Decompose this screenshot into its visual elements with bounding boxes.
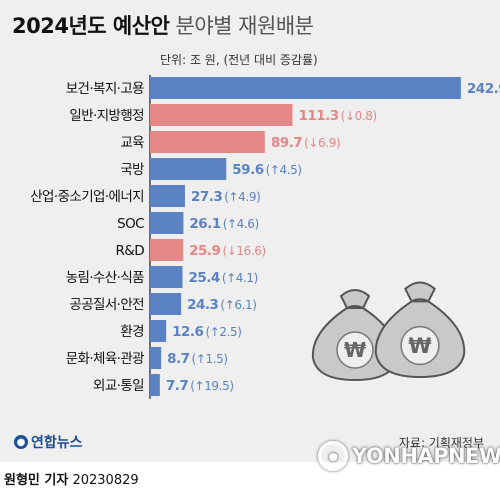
change-label: (↑4.1) <box>222 271 258 285</box>
watermark-text: YONHAPNEWS <box>352 444 500 468</box>
change-label: (↑6.1) <box>220 298 256 312</box>
chart-title: 2024년도 예산안 분야별 재원배분 <box>12 10 314 40</box>
bar <box>150 266 183 288</box>
bar <box>150 293 182 315</box>
unit-note: 단위: 조 원, (전년 대비 증감률) <box>160 53 318 67</box>
value-label: 26.1 <box>189 216 220 232</box>
category-label: 환경 <box>120 324 144 340</box>
money-bag-icon: ₩ <box>311 289 399 382</box>
category-label: R&D <box>115 243 144 259</box>
byline-name: 원형민 기자 <box>4 473 69 488</box>
value-label: 8.7 <box>167 351 190 367</box>
byline: 원형민 기자 20230829 <box>4 469 139 488</box>
watermark: ● YONHAPNEWS <box>318 441 500 471</box>
category-label: 외교·통일 <box>93 378 144 394</box>
value-label: 111.3 <box>298 108 338 124</box>
bar <box>150 347 162 369</box>
bar <box>150 374 160 396</box>
logo-text: 연합뉴스 <box>31 435 83 451</box>
change-label: (↑4.6) <box>223 217 259 231</box>
category-label: 문화·체육·관광 <box>66 351 144 367</box>
svg-text:₩: ₩ <box>344 338 366 362</box>
value-label: 7.7 <box>166 378 189 394</box>
change-label: (↓6.9) <box>304 136 340 150</box>
change-label: (↓0.8) <box>341 109 377 123</box>
bar <box>150 320 167 342</box>
value-label: 12.6 <box>172 324 203 340</box>
value-label: 242.9 <box>467 81 500 97</box>
title-light: 분야별 재원배분 <box>175 14 314 38</box>
value-label: 25.9 <box>189 243 220 259</box>
value-label: 24.3 <box>187 297 218 313</box>
change-label: (↑1.5) <box>192 352 228 366</box>
bar <box>150 239 184 261</box>
value-label: 25.4 <box>189 270 220 286</box>
change-label: (↑19.5) <box>190 379 233 393</box>
category-label: SOC <box>117 216 144 232</box>
category-label: 일반·지방행정 <box>69 108 144 124</box>
logo-mark-icon: ● <box>14 435 28 449</box>
category-label: 보건·복지·고용 <box>66 81 144 97</box>
yonhap-logo: ● 연합뉴스 <box>14 432 83 452</box>
change-label: (↑4.9) <box>224 190 260 204</box>
bar <box>150 212 184 234</box>
byline-date: 20230829 <box>72 473 139 488</box>
bar-chart: ₩₩ 보건·복지·고용242.9(↑7.5%)일반·지방행정111.3(↓0.8… <box>30 75 500 399</box>
value-label: 59.6 <box>232 162 263 178</box>
title-bold: 2024년도 예산안 <box>12 14 170 38</box>
category-label: 교육 <box>120 135 144 151</box>
category-label: 농림·수산·식품 <box>66 270 144 286</box>
bar <box>150 131 265 153</box>
watermark-circle-icon: ● <box>318 441 348 471</box>
value-label: 89.7 <box>271 135 302 151</box>
category-label: 국방 <box>120 162 144 178</box>
category-label: 산업·중소기업·에너지 <box>30 189 144 205</box>
svg-text:₩: ₩ <box>408 334 431 358</box>
bar <box>150 158 227 180</box>
bar <box>150 185 185 207</box>
change-label: (↑4.5) <box>266 163 302 177</box>
value-label: 27.3 <box>191 189 222 205</box>
money-bag-icon: ₩ <box>374 281 466 379</box>
change-label: (↑2.5) <box>205 325 241 339</box>
money-bag-icon: ₩ ₩ <box>311 281 466 382</box>
category-label: 공공질서·안전 <box>69 297 144 313</box>
change-label: (↓16.6) <box>222 244 265 258</box>
bar <box>150 77 461 99</box>
bar <box>150 104 293 126</box>
source-note: 자료: 기획재정부 <box>398 436 484 450</box>
